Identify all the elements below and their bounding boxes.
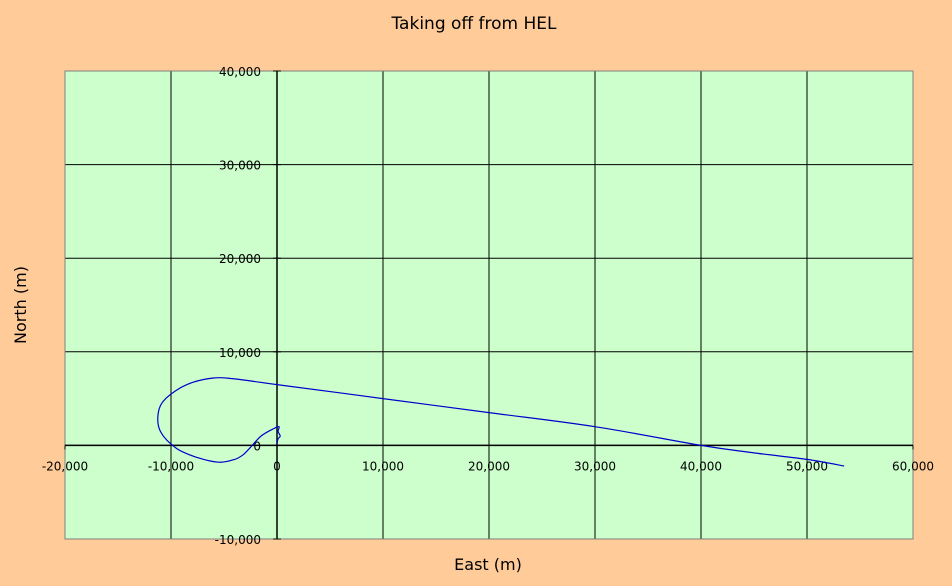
y-tick-label: 10,000	[219, 346, 261, 360]
x-tick-label: 10,000	[362, 459, 404, 473]
x-tick-label: -20,000	[42, 459, 88, 473]
y-tick-label: 40,000	[219, 65, 261, 79]
y-tick-label: 0	[253, 439, 261, 453]
x-tick-labels: -20,000 -10,000 0 10,000 20,000 30,000 40,000 5…	[42, 459, 934, 473]
x-tick-label: 50,000	[786, 459, 828, 473]
y-axis-label: North (m)	[11, 266, 30, 344]
x-tick-label: 30,000	[574, 459, 616, 473]
x-tick-label: 0	[273, 459, 281, 473]
x-axis-label: East (m)	[454, 555, 522, 574]
x-tick-label: 40,000	[680, 459, 722, 473]
y-tick-label: -10,000	[215, 533, 261, 547]
x-tick-label: -10,000	[148, 459, 194, 473]
series-line	[157, 377, 845, 467]
plot-border	[64, 70, 914, 540]
y-tick-label: 30,000	[219, 159, 261, 173]
y-tick-labels: -10,000 0 10,000 20,000 30,000 40,000	[215, 65, 261, 547]
x-tick-label: 60,000	[892, 459, 934, 473]
grid	[64, 70, 914, 540]
chart-title: Taking off from HEL	[390, 14, 557, 34]
x-tick-label: 20,000	[468, 459, 510, 473]
y-tick-label: 20,000	[219, 252, 261, 266]
